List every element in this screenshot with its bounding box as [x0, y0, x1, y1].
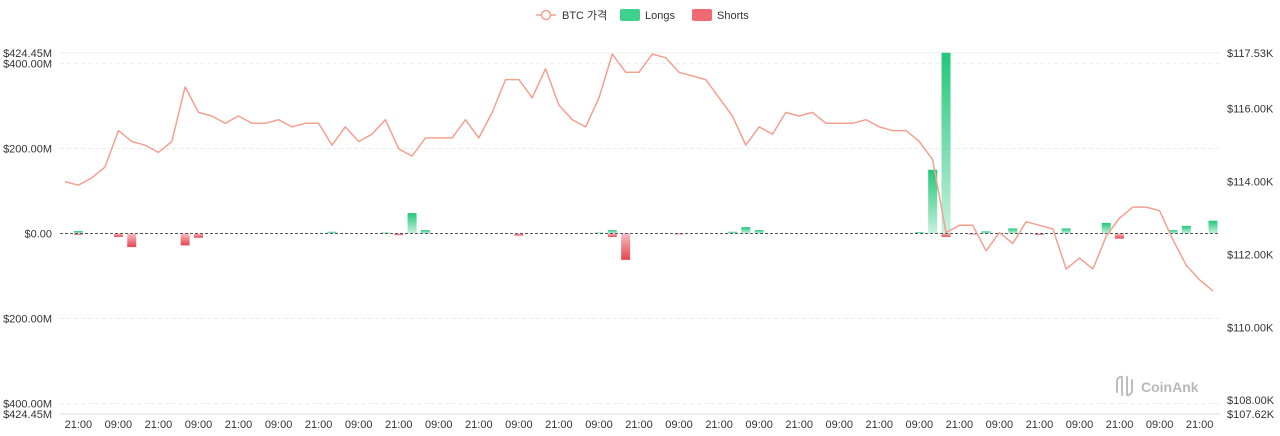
x-axis: 21:00 09:00 21:00 09:00 21:00 09:00 21:00 09:00… [65, 419, 1214, 431]
long-bar[interactable] [1208, 220, 1218, 234]
left-axis: $424.45M$400.00M$200.00M$0.00$200.00M$40… [3, 48, 52, 421]
x-tick-label: 21:00 [65, 419, 93, 431]
long-bar[interactable] [73, 230, 83, 234]
left-tick-label: $400.00M [3, 399, 52, 411]
short-bar[interactable] [1034, 233, 1044, 235]
right-tick-label: $114.00K [1227, 177, 1274, 189]
short-bar[interactable] [941, 233, 951, 237]
right-tick-label: $107.62K [1227, 409, 1275, 421]
shorts-swatch-icon [692, 9, 712, 21]
x-tick-label: 09:00 [185, 419, 213, 431]
x-tick-label: 21:00 [225, 419, 253, 431]
left-tick-label: $424.45M [3, 409, 52, 421]
long-bar[interactable] [1061, 228, 1071, 234]
short-bar[interactable] [193, 233, 203, 238]
x-tick-label: 21:00 [705, 419, 733, 431]
x-tick-label: 09:00 [825, 419, 853, 431]
x-tick-label: 21:00 [545, 419, 573, 431]
x-tick-label: 21:00 [625, 419, 653, 431]
x-tick-label: 21:00 [1186, 419, 1214, 431]
x-tick-label: 09:00 [665, 419, 693, 431]
long-bar[interactable] [407, 213, 417, 234]
legend-item-btc[interactable]: BTC 가격 [536, 9, 607, 22]
x-tick-label: 09:00 [505, 419, 533, 431]
long-bar[interactable] [914, 232, 924, 234]
right-tick-label: $112.00K [1227, 249, 1274, 261]
x-tick-label: 09:00 [345, 419, 373, 431]
long-bar[interactable] [741, 227, 751, 234]
long-bar[interactable] [754, 230, 764, 234]
legend-item-shorts[interactable]: Shorts [692, 9, 749, 22]
x-tick-label: 09:00 [105, 419, 133, 431]
long-bar[interactable] [1008, 228, 1018, 234]
x-tick-label: 09:00 [425, 419, 453, 431]
x-tick-label: 21:00 [305, 419, 333, 431]
long-bar[interactable] [981, 231, 991, 234]
legend-label-shorts: Shorts [717, 10, 749, 22]
circle-marker-icon [540, 9, 552, 21]
long-bar[interactable] [420, 230, 430, 234]
btc-price-series [64, 53, 1214, 292]
long-bar[interactable] [1168, 230, 1178, 234]
liquidation-bars [73, 52, 1218, 260]
left-tick-label: $0.00 [24, 229, 52, 241]
right-axis: $117.53K $116.00K $114.00K $112.00K $110.00K… [1227, 48, 1275, 421]
short-bar[interactable] [674, 233, 684, 235]
long-bar[interactable] [594, 232, 604, 234]
short-bar[interactable] [621, 233, 631, 260]
grid-lines [60, 52, 1220, 415]
x-tick-label: 21:00 [465, 419, 493, 431]
long-bar[interactable] [941, 52, 951, 234]
x-tick-label: 21:00 [1106, 419, 1134, 431]
long-bar[interactable] [727, 231, 737, 234]
legend-label-btc: BTC 가격 [562, 9, 607, 22]
long-bar[interactable] [1101, 222, 1111, 234]
legend-item-longs[interactable]: Longs [620, 9, 675, 22]
long-bar[interactable] [928, 169, 938, 234]
short-bar[interactable] [113, 233, 123, 237]
btc-price-line[interactable] [64, 53, 1214, 292]
left-tick-label: $400.00M [3, 58, 52, 70]
right-tick-label: $110.00K [1227, 322, 1274, 334]
longs-swatch-icon [620, 9, 640, 21]
short-bar[interactable] [180, 233, 190, 246]
right-tick-label: $108.00K [1227, 395, 1275, 407]
coinank-watermark: CoinAnk [1116, 375, 1199, 397]
x-tick-label: 09:00 [1146, 419, 1174, 431]
left-tick-label: $424.45M [3, 48, 52, 60]
legend: BTC 가격 Longs Shorts [536, 9, 749, 22]
x-tick-label: 09:00 [906, 419, 934, 431]
x-tick-label: 09:00 [986, 419, 1014, 431]
left-tick-label: $200.00M [3, 314, 52, 326]
x-tick-label: 09:00 [585, 419, 613, 431]
x-tick-label: 21:00 [385, 419, 413, 431]
x-tick-label: 21:00 [946, 419, 974, 431]
left-tick-label: $200.00M [3, 143, 52, 155]
right-tick-label: $117.53K [1227, 48, 1274, 60]
x-tick-label: 21:00 [866, 419, 894, 431]
right-tick-label: $116.00K [1227, 104, 1274, 116]
coinank-logo-icon [1116, 375, 1133, 397]
short-bar[interactable] [394, 233, 404, 236]
legend-label-longs: Longs [645, 10, 675, 22]
x-tick-label: 09:00 [745, 419, 773, 431]
short-bar[interactable] [514, 233, 524, 236]
short-bar[interactable] [607, 233, 617, 237]
long-bar[interactable] [327, 231, 337, 234]
long-bar[interactable] [1181, 225, 1191, 234]
short-bar[interactable] [1115, 233, 1125, 239]
long-bar[interactable] [607, 230, 617, 234]
short-bar[interactable] [73, 233, 83, 235]
x-tick-label: 09:00 [265, 419, 293, 431]
x-tick-label: 21:00 [145, 419, 173, 431]
x-tick-label: 21:00 [1026, 419, 1054, 431]
x-tick-label: 09:00 [1066, 419, 1094, 431]
watermark-text: CoinAnk [1141, 379, 1199, 395]
short-bar[interactable] [127, 233, 137, 248]
x-tick-label: 21:00 [785, 419, 813, 431]
